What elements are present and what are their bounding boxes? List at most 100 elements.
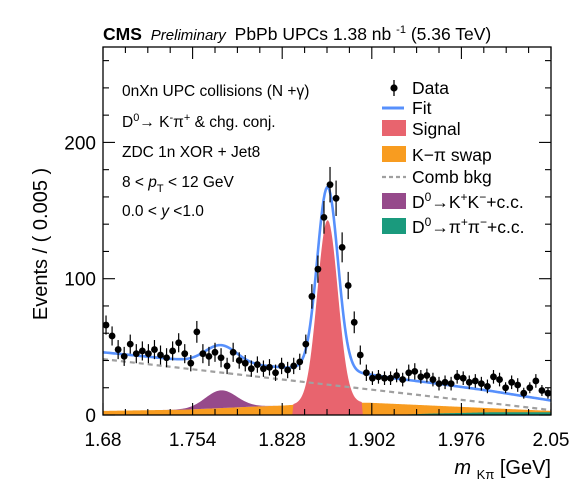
data-point — [338, 232, 346, 263]
chart-header: CMS Preliminary PbPb UPCs 1.38 nb -1 (5.… — [103, 17, 491, 44]
data-point-marker — [356, 351, 364, 359]
data-point-marker — [411, 367, 419, 375]
data-point — [181, 344, 189, 364]
data-point — [423, 368, 431, 383]
data-point-marker — [181, 350, 189, 358]
data-point — [302, 334, 310, 354]
y-tick-label: 0 — [85, 406, 96, 427]
data-point — [308, 284, 316, 309]
data-point — [253, 356, 261, 373]
data-point-marker — [169, 347, 177, 355]
x-axis-label: m Kπ [GeV] — [454, 457, 551, 484]
data-point — [229, 342, 237, 362]
data-point — [272, 364, 279, 381]
cms-label: CMS — [103, 24, 142, 44]
data-point — [114, 340, 122, 360]
kk-area — [103, 390, 551, 411]
data-point-marker — [266, 363, 273, 371]
data-point — [369, 371, 376, 386]
data-point — [247, 360, 255, 377]
annotation-collisions: 0nXn UPC collisions (N +γ) — [122, 83, 309, 100]
data-point-marker — [145, 350, 152, 358]
legend-kk: D0→K+K−+c.c. — [382, 190, 524, 212]
data-point — [120, 346, 128, 366]
data-point — [387, 371, 394, 386]
x-tick-label: 1.754 — [169, 430, 217, 451]
data-point — [393, 368, 401, 383]
data-point — [411, 363, 419, 380]
data-point — [502, 382, 509, 394]
data-point — [108, 326, 116, 346]
data-point — [447, 376, 455, 391]
dataset-exponent: -1 — [396, 24, 406, 36]
legend-signal: Signal — [382, 119, 461, 139]
data-point — [241, 355, 249, 372]
data-point — [356, 345, 364, 365]
comb-bkg-curve — [102, 358, 552, 412]
data-point — [362, 364, 370, 381]
data-point-marker — [108, 332, 116, 340]
data-point-marker — [441, 378, 449, 386]
data-point — [223, 357, 231, 375]
data-point-marker — [102, 321, 110, 329]
data-point-marker — [423, 372, 431, 379]
data-point-marker — [163, 354, 170, 362]
data-point-marker — [496, 376, 503, 383]
legend: Data Fit Signal K−π swap Comb bkg D0→K+K… — [382, 78, 524, 237]
data-point — [514, 378, 522, 392]
data-point-marker — [538, 387, 546, 394]
data-point — [471, 374, 479, 388]
data-point — [326, 166, 334, 203]
data-point-marker — [211, 348, 219, 356]
x-tick-label: 2.05 — [533, 430, 570, 451]
data-point-marker — [393, 372, 401, 379]
data-point-marker — [490, 373, 497, 381]
data-point — [266, 359, 273, 376]
data-point — [441, 375, 449, 390]
data-point — [332, 180, 340, 217]
data-point-marker — [381, 374, 388, 382]
data-point — [350, 311, 358, 334]
data-point-marker — [290, 362, 298, 370]
data-point-marker — [217, 354, 225, 362]
signal-area — [103, 220, 551, 415]
x-axis-label-sub: Kπ — [477, 467, 495, 482]
data-point-marker — [350, 318, 358, 326]
data-point — [496, 372, 503, 387]
annotation-decay: D0→ K-π+ & chg. conj. — [122, 112, 276, 131]
data-point-marker — [308, 293, 316, 300]
data-point-marker — [278, 362, 285, 370]
data-point — [453, 370, 461, 384]
data-point-marker — [326, 181, 334, 189]
data-point — [290, 357, 298, 375]
data-point — [508, 375, 516, 390]
data-point-marker — [157, 351, 164, 359]
data-point — [484, 379, 491, 394]
data-point — [157, 345, 164, 365]
data-point — [417, 370, 425, 384]
data-point — [284, 361, 292, 379]
x-tick-label: 1.976 — [438, 430, 486, 451]
annotation-trigger: ZDC 1n XOR + Jet8 — [122, 144, 260, 161]
data-point — [429, 372, 437, 387]
data-point — [126, 334, 134, 354]
data-point-marker — [514, 381, 522, 389]
legend-swap: K−π swap — [382, 145, 492, 165]
data-point-marker — [429, 376, 437, 383]
data-point — [187, 355, 195, 372]
x-tick-label: 1.828 — [258, 430, 306, 451]
data-point-marker — [465, 378, 473, 386]
svg-text:Comb bkg: Comb bkg — [412, 167, 492, 187]
data-point — [102, 315, 110, 335]
data-point — [296, 353, 304, 371]
legend-data: Data — [390, 78, 449, 98]
legend-pipi: D0→π+π−+c.c. — [382, 215, 524, 237]
data-point — [490, 370, 497, 384]
data-point — [132, 344, 140, 364]
y-tick-label: 100 — [64, 270, 96, 291]
data-point-marker — [405, 369, 413, 377]
data-point-marker — [138, 347, 146, 355]
svg-text:K−π swap: K−π swap — [412, 145, 492, 165]
data-point — [163, 348, 170, 368]
